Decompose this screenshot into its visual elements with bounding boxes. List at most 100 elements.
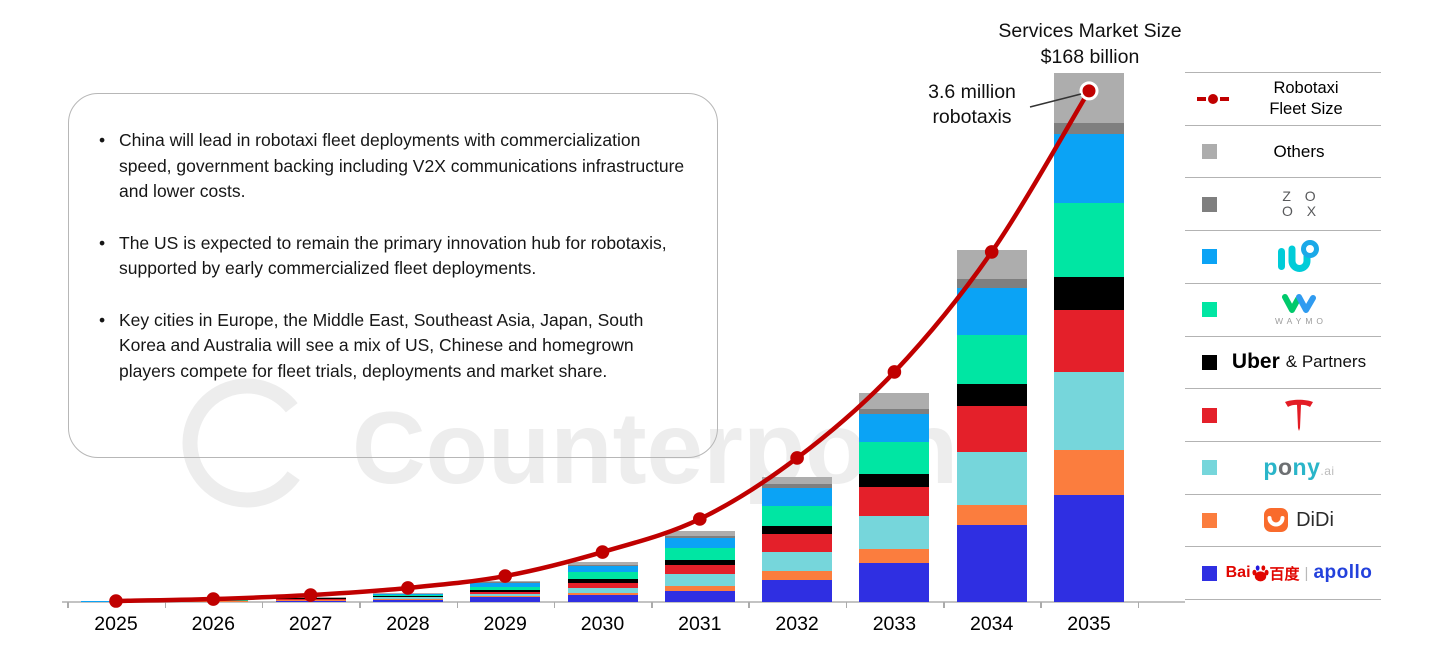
bar-segment-2031-baidu-apollo [664, 590, 735, 602]
bar-segment-2031-zoox [664, 536, 735, 539]
others-swatch [1202, 144, 1217, 160]
zoox-swatch [1202, 196, 1217, 212]
tesla-swatch [1202, 407, 1217, 423]
bullet-text: China will lead in robotaxi fleet deploy… [119, 130, 685, 201]
baidu-logo-cjk: 百度 [1269, 565, 1300, 583]
market-size-annotation: Services Market Size $168 billion [955, 18, 1225, 70]
legend-row-uber: Uber & Partners [1185, 335, 1381, 389]
legend-row-fleet-size: Robotaxi Fleet Size [1185, 72, 1381, 125]
bar-segment-2034-uber-partners [956, 383, 1027, 406]
bar-segment-2028-baidu-apollo [372, 599, 443, 602]
x-axis-label-2032: 2032 [775, 613, 819, 635]
bullet-marker: • [99, 232, 106, 253]
bar-segment-2033-weride [859, 413, 930, 442]
bar-segment-2029-waymo [470, 587, 541, 590]
x-axis-label-2035: 2035 [1067, 613, 1111, 635]
x-axis-label-2028: 2028 [386, 613, 430, 635]
bar-segment-2027-waymo [275, 597, 346, 599]
bar-segment-2031-uber-partners [664, 560, 735, 565]
bar-segment-2028-didi [372, 598, 443, 600]
bar-segment-2035-weride [1054, 133, 1124, 203]
others-label: Others [1273, 141, 1325, 161]
bar-segment-2034-waymo [956, 334, 1027, 384]
uber-logo: Uber [1231, 350, 1280, 374]
legend: Robotaxi Fleet Size Others Z O O X [1185, 72, 1381, 601]
fleet-label-line1: Robotaxi [1273, 78, 1339, 97]
bullet-text: The US is expected to remain the primary… [119, 232, 667, 279]
bar-segment-2029-others [470, 580, 541, 583]
bar-segment-2028-waymo [372, 594, 443, 596]
legend-row-baidu-apollo: Bai 百度 | apollo [1185, 546, 1381, 601]
waymo-wordmark: WAYMO [1274, 316, 1328, 327]
legend-row-tesla [1185, 388, 1381, 441]
bar-segment-2030-others [567, 562, 638, 566]
bar-segment-2034-zoox [956, 279, 1027, 288]
bar-segment-2028-pony-ai [372, 596, 443, 599]
bar-segment-2032-zoox [762, 484, 833, 489]
x-axis-tick [261, 602, 264, 608]
x-axis-tick [943, 602, 945, 608]
bar-segment-2032-others [762, 477, 833, 485]
bar-segment-2034-baidu-apollo [956, 524, 1027, 602]
weride-logo [1278, 239, 1319, 272]
bar-segment-2030-baidu-apollo [567, 595, 638, 602]
waymo-logo [1282, 294, 1316, 314]
x-axis-label-2031: 2031 [678, 613, 722, 635]
bar-segment-2033-others [859, 392, 930, 409]
bar-segment-2032-waymo [762, 506, 833, 527]
bar-segment-2035-tesla [1054, 309, 1124, 372]
bar-segment-2029-uber-partners [470, 589, 541, 592]
bar-segment-2027-baidu-apollo [275, 600, 346, 602]
didi-swatch [1202, 512, 1217, 528]
baidu-logo-latin: Bai [1225, 564, 1251, 582]
legend-row-weride [1185, 230, 1381, 283]
market-size-line1: Services Market Size [998, 20, 1182, 42]
apollo-logo: apollo [1313, 562, 1373, 584]
legend-row-waymo: WAYMO [1185, 282, 1381, 336]
legend-row-didi: DiDi [1185, 493, 1381, 547]
bar-segment-2030-zoox [567, 565, 638, 567]
bar-segment-2035-zoox [1054, 122, 1124, 134]
bar-segment-2034-tesla [956, 405, 1027, 452]
tesla-logo [1285, 399, 1313, 432]
baidu-paw-icon [1251, 565, 1269, 582]
bar-segment-2035-baidu-apollo [1054, 495, 1124, 602]
x-axis-label-2034: 2034 [969, 613, 1014, 635]
bullet-marker: • [99, 130, 106, 150]
bar-segment-2025-baidu-apollo [81, 601, 151, 602]
fleet-label-line2: Fleet Size [1269, 99, 1343, 118]
bar-segment-2031-pony-ai [664, 573, 735, 586]
callout-line2: robotaxis [932, 106, 1012, 128]
legend-row-others: Others [1185, 124, 1381, 178]
x-axis-tick [845, 602, 848, 608]
bar-segment-2033-pony-ai [859, 515, 930, 549]
waymo-swatch [1202, 302, 1217, 318]
bar-segment-2033-didi [859, 548, 930, 563]
bar-segment-2034-weride [956, 287, 1027, 335]
bar-segment-2031-others [664, 531, 735, 537]
x-axis-label-2030: 2030 [580, 613, 625, 635]
x-axis-tick [164, 602, 167, 608]
bar-segment-2032-uber-partners [762, 526, 833, 535]
bar-segment-2026-pony-ai [178, 600, 249, 601]
bar-segment-2028-tesla [372, 596, 443, 597]
bar-segment-2029-didi [470, 596, 541, 598]
bar-segment-2029-pony-ai [470, 593, 541, 597]
x-axis-label-2026: 2026 [191, 613, 235, 635]
bar-segment-2032-baidu-apollo [762, 580, 833, 602]
bar-segment-2034-others [956, 250, 1027, 280]
uber-partners-label: & Partners [1285, 352, 1367, 372]
x-axis-tick [456, 602, 459, 608]
bar-segment-2030-didi [567, 593, 638, 596]
bar-segment-2030-uber-partners [567, 579, 638, 584]
bar-segment-2033-zoox [859, 408, 930, 414]
bar-segment-2033-waymo [859, 441, 930, 474]
x-axis-label-2033: 2033 [872, 613, 917, 635]
bar-segment-2029-tesla [470, 591, 541, 594]
fleet-callout-annotation: 3.6 million robotaxis [912, 80, 1032, 130]
bar-segment-2033-tesla [859, 486, 930, 516]
didi-logo-icon [1264, 508, 1289, 533]
x-axis-label-2029: 2029 [483, 613, 527, 635]
zoox-logo: Z O O X [1281, 188, 1322, 220]
